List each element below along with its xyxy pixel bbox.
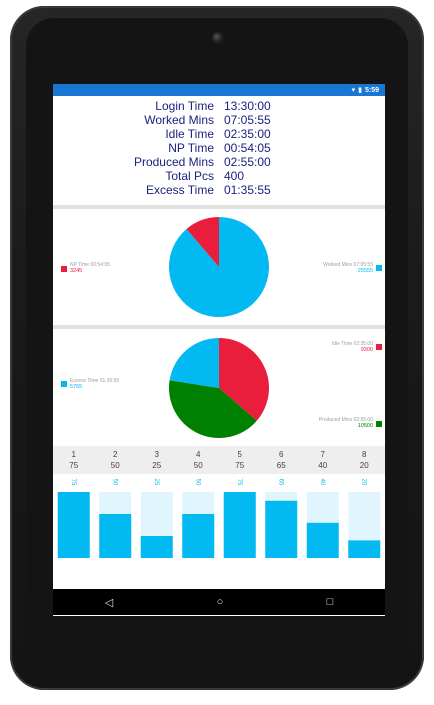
wifi-icon: ▾ [351, 86, 356, 94]
stat-value: 02:55:00 [224, 155, 271, 169]
stat-value: 00:54:05 [224, 141, 271, 155]
grid-column-value: 75 [69, 461, 79, 470]
grid-column-index: 2 [113, 450, 118, 459]
grid-column-index: 7 [320, 450, 325, 459]
stat-row-produced-mins: Produced Mins 02:55:00 [53, 155, 385, 169]
grid-column-value: 40 [318, 461, 328, 470]
stat-value: 13:30:00 [224, 99, 271, 113]
stat-row-excess-time: Excess Time 01:35:55 [53, 183, 385, 197]
pie-slice-produced-mins[interactable] [169, 380, 257, 438]
pie-slice-np-time[interactable] [186, 217, 219, 267]
legend-produced-mins: Produced Mins 02:55:00 10500 [319, 417, 373, 429]
legend-value: 3245 [70, 268, 83, 274]
stat-label: Idle Time [165, 127, 214, 141]
legend-excess-time: Excess Time 01:35:55 5755 [70, 378, 119, 390]
battery-icon: ▮ [358, 86, 362, 94]
grid-column-value: 50 [193, 461, 203, 470]
grid-column-index: 6 [279, 450, 284, 459]
grid-column-index: 4 [196, 450, 201, 459]
pie-chart-panel-1: NP Time 00:54:05 3245 Worked Mins 07:05:… [53, 209, 385, 325]
stat-label: Total Pcs [165, 169, 214, 183]
bar-value-label: 40 [319, 479, 325, 486]
data-grid-header: 1 75 2 50 3 25 4 50 5 75 6 65 7 40 8 20 [53, 446, 385, 474]
bar-3[interactable] [140, 536, 173, 558]
stat-label: Excess Time [145, 183, 214, 197]
pie-chart-1[interactable] [164, 212, 274, 322]
grid-column-value: 65 [276, 461, 286, 470]
legend-np-time: NP Time 00:54:05 3245 [70, 262, 110, 274]
section-divider [53, 205, 385, 209]
bar-value-label: 25 [153, 479, 159, 486]
legend-label: Excess Time 01:35:55 [70, 378, 120, 384]
stat-value: 07:05:55 [224, 113, 271, 127]
grid-column-index: 3 [154, 450, 159, 459]
stat-label: Worked Mins [144, 113, 214, 127]
legend-swatch-idle-time [376, 344, 382, 350]
pie-chart-panel-2: Excess Time 01:35:55 5755 Idle Time 02:3… [53, 329, 385, 446]
legend-swatch-produced-mins [376, 421, 382, 427]
bar-value-label: 50 [194, 479, 200, 486]
legend-value: 9300 [360, 347, 373, 353]
stat-value: 01:35:55 [224, 183, 271, 197]
grid-column-index: 1 [71, 450, 76, 459]
pie-chart-2[interactable] [164, 333, 274, 443]
bar-2[interactable] [99, 514, 132, 558]
back-icon[interactable]: ◁ [104, 596, 114, 609]
legend-swatch-worked-mins [376, 265, 382, 271]
legend-value: 5755 [70, 384, 83, 390]
bar-value-label: 20 [360, 479, 366, 486]
grid-column-value: 75 [235, 461, 245, 470]
recents-icon[interactable]: □ [326, 596, 334, 608]
stat-label: Produced Mins [133, 155, 214, 169]
stat-row-worked-mins: Worked Mins 07:05:55 [53, 113, 385, 127]
pie-slice-excess-time[interactable] [169, 338, 219, 388]
legend-swatch-excess-time [61, 381, 67, 387]
stat-value: 02:35:00 [224, 127, 271, 141]
legend-swatch-np-time [61, 266, 67, 272]
grid-column-index: 8 [362, 450, 367, 459]
legend-label: Worked Mins 07:05:55 [323, 262, 373, 268]
bar-value-label: 75 [70, 479, 76, 486]
legend-label: Idle Time 02:35:00 [331, 341, 373, 347]
stat-row-total-pcs: Total Pcs 400 [53, 169, 385, 183]
bar-value-label: 50 [111, 479, 117, 486]
stat-row-np-time: NP Time 00:54:05 [53, 141, 385, 155]
legend-idle-time: Idle Time 02:35:00 9300 [332, 341, 373, 353]
stat-value: 400 [224, 169, 245, 183]
bar-7[interactable] [306, 522, 339, 558]
grid-column-value: 50 [110, 461, 120, 470]
bar-1[interactable] [57, 492, 90, 558]
home-icon[interactable]: ○ [216, 596, 224, 608]
stat-row-idle-time: Idle Time 02:35:00 [53, 127, 385, 141]
bar-value-label: 65 [277, 479, 283, 486]
stat-label: Login Time [155, 99, 214, 113]
stat-label: NP Time [168, 141, 214, 155]
grid-column-index: 5 [237, 450, 242, 459]
pie-slice-idle-time[interactable] [219, 338, 269, 421]
bar-6[interactable] [265, 500, 298, 558]
grid-column-value: 25 [152, 461, 162, 470]
status-time: 5:59 [364, 86, 379, 94]
legend-label: NP Time 00:54:05 [70, 262, 110, 268]
bar-8[interactable] [348, 540, 381, 558]
status-bar: ▾ ▮ 5:59 [53, 84, 385, 96]
stat-row-login-time: Login Time 13:30:00 [53, 99, 385, 113]
section-divider [53, 325, 385, 329]
stats-panel: Login Time 13:30:00 Worked Mins 07:05:55… [53, 97, 385, 205]
legend-worked-mins: Worked Mins 07:05:55 25555 [323, 262, 373, 274]
legend-value: 10500 [357, 423, 373, 429]
legend-value: 25555 [357, 268, 373, 274]
bar-value-label: 75 [236, 479, 242, 486]
legend-label: Produced Mins 02:55:00 [318, 417, 373, 423]
grid-column-value: 20 [359, 461, 369, 470]
bar-5[interactable] [223, 492, 256, 558]
bar-4[interactable] [182, 514, 215, 558]
navigation-bar: ◁ ○ □ [53, 589, 385, 615]
front-camera [212, 32, 224, 44]
app-screen: ▾ ▮ 5:59 Login Time 13:30:00 Worked Mins… [53, 84, 385, 616]
